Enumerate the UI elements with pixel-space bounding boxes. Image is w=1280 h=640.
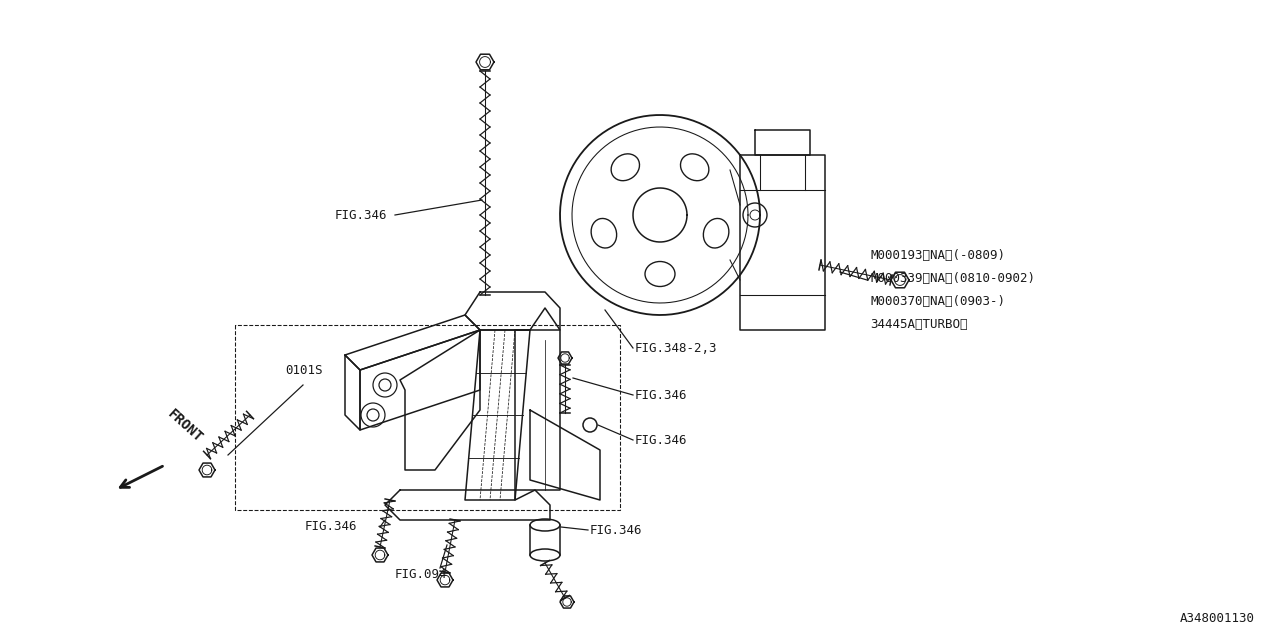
- Text: A348001130: A348001130: [1180, 612, 1254, 625]
- Text: FIG.348-2,3: FIG.348-2,3: [635, 342, 718, 355]
- Text: M000193〈NA〉(-0809): M000193〈NA〉(-0809): [870, 248, 1005, 262]
- Text: M000370〈NA〉(0903-): M000370〈NA〉(0903-): [870, 294, 1005, 307]
- Text: FIG.346: FIG.346: [305, 520, 357, 534]
- Text: FIG.346: FIG.346: [635, 433, 687, 447]
- Text: 0101S: 0101S: [285, 364, 323, 376]
- Text: FIG.094: FIG.094: [396, 568, 448, 582]
- Text: FIG.346: FIG.346: [590, 524, 643, 536]
- Text: M000339〈NA〉(0810-0902): M000339〈NA〉(0810-0902): [870, 271, 1036, 285]
- Text: FRONT: FRONT: [165, 406, 206, 445]
- Text: 34445A〈TURBO〉: 34445A〈TURBO〉: [870, 317, 968, 330]
- Text: FIG.346: FIG.346: [335, 209, 388, 221]
- Text: FIG.346: FIG.346: [635, 388, 687, 401]
